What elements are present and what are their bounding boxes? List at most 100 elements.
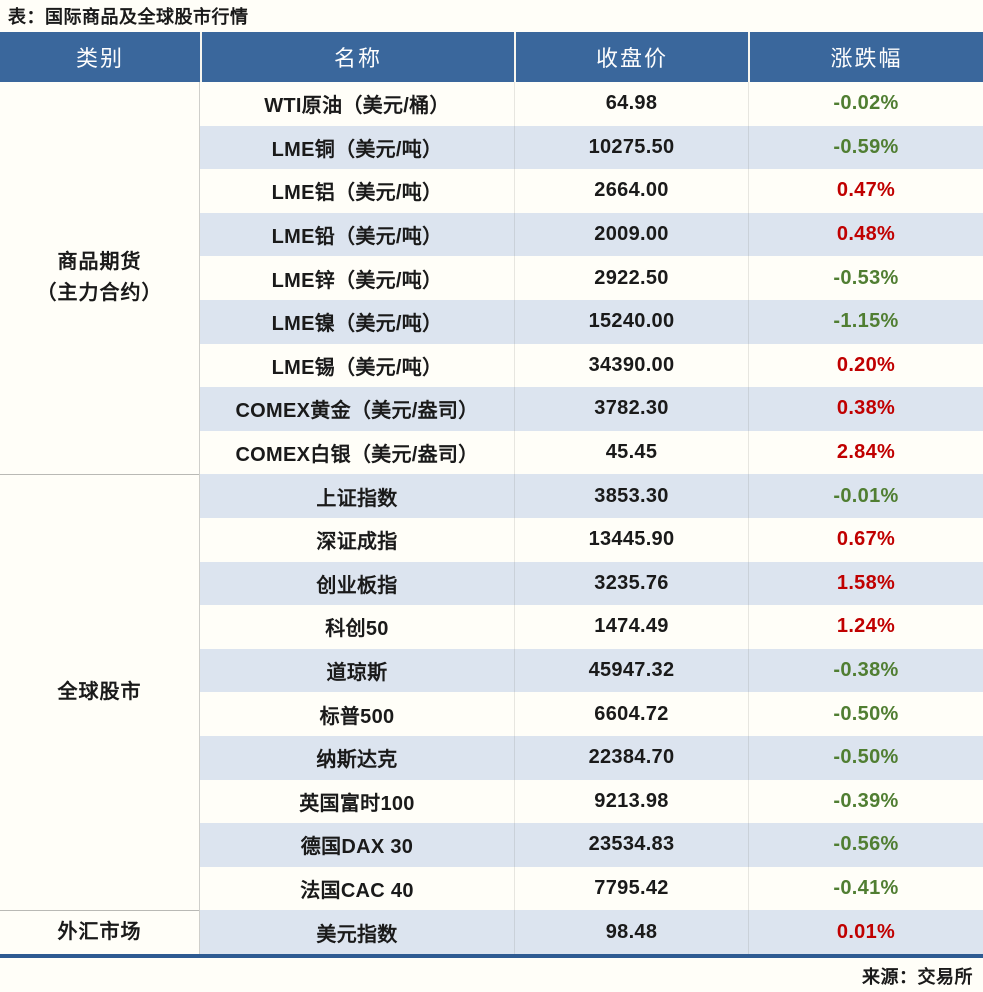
change-percent: 0.20% [748, 343, 983, 388]
page-title: 表：国际商品及全球股市行情 [8, 7, 249, 27]
closing-price: 6604.72 [514, 692, 748, 736]
instrument-name: 法国CAC 40 [300, 879, 414, 902]
closing-price: 10275.50 [514, 125, 748, 170]
category-cell: 外汇市场 [0, 910, 199, 954]
table-row: 法国CAC 40 7795.42 -0.41% [200, 866, 983, 911]
table-row: LME铅（美元/吨） 2009.00 0.48% [200, 212, 983, 257]
change-percent: 2.84% [748, 430, 983, 475]
table-row: 创业板指 3235.76 1.58% [200, 561, 983, 606]
change-percent: 1.24% [748, 605, 983, 649]
column-header-close: 收盘价 [514, 32, 748, 82]
change-percent: -0.59% [748, 125, 983, 170]
market-table: 类别 名称 收盘价 涨跌幅 商品期货 （主力合约） 全球股市外汇市场 WTI原油（美… [0, 32, 983, 958]
instrument-name: 标普500 [319, 705, 395, 728]
closing-price: 45947.32 [514, 648, 748, 693]
closing-price: 98.48 [514, 910, 748, 954]
change-percent: 0.48% [748, 212, 983, 257]
instrument-name: 创业板指 [316, 574, 398, 597]
change-percent: -0.01% [748, 474, 983, 518]
instrument-name: 深证成指 [316, 531, 398, 554]
category-cell: 商品期货 （主力合约） [0, 82, 199, 474]
instrument-name: 德国DAX 30 [300, 836, 414, 859]
instrument-name: LME铅（美元/吨） [271, 226, 443, 249]
instrument-name: LME锡（美元/吨） [271, 356, 443, 379]
category-label-line: （主力合约） [36, 282, 163, 305]
change-percent: -0.53% [748, 256, 983, 300]
table-row: LME锡（美元/吨） 34390.00 0.20% [200, 343, 983, 388]
closing-price: 2664.00 [514, 169, 748, 213]
instrument-name: LME铜（美元/吨） [271, 138, 443, 161]
change-percent: 0.67% [748, 517, 983, 562]
table-row: WTI原油（美元/桶） 64.98 -0.02% [200, 82, 983, 126]
instrument-name: 英国富时100 [299, 792, 415, 815]
instrument-name: 上证指数 [316, 487, 398, 510]
instrument-name: COMEX黄金（美元/盎司） [235, 400, 479, 423]
table-row: 英国富时100 9213.98 -0.39% [200, 779, 983, 824]
column-header-name: 名称 [200, 32, 514, 82]
table-body: 商品期货 （主力合约） 全球股市外汇市场 WTI原油（美元/桶） 64.98 -0.02… [0, 82, 983, 954]
instrument-name: 科创50 [325, 618, 389, 641]
change-percent: 0.38% [748, 387, 983, 431]
change-percent: -0.39% [748, 779, 983, 824]
closing-price: 1474.49 [514, 605, 748, 649]
change-percent: 0.47% [748, 169, 983, 213]
closing-price: 3853.30 [514, 474, 748, 518]
category-label-line: 外汇市场 [57, 921, 142, 944]
closing-price: 3782.30 [514, 387, 748, 431]
instrument-name: COMEX白银（美元/盎司） [235, 444, 479, 467]
change-percent: -0.56% [748, 823, 983, 867]
change-percent: -0.38% [748, 648, 983, 693]
table-row: 美元指数 98.48 0.01% [200, 910, 983, 954]
change-percent: 1.58% [748, 561, 983, 606]
instrument-name: LME镍（美元/吨） [271, 313, 443, 336]
table-row: 纳斯达克 22384.70 -0.50% [200, 735, 983, 780]
closing-price: 22384.70 [514, 735, 748, 780]
table-row: 上证指数 3853.30 -0.01% [200, 474, 983, 518]
closing-price: 2922.50 [514, 256, 748, 300]
change-percent: -0.50% [748, 735, 983, 780]
table-row: 深证成指 13445.90 0.67% [200, 517, 983, 562]
closing-price: 2009.00 [514, 212, 748, 257]
category-label-line: 商品期货 [57, 251, 142, 274]
change-percent: -0.02% [748, 82, 983, 126]
closing-price: 3235.76 [514, 561, 748, 606]
instrument-name: WTI原油（美元/桶） [264, 95, 450, 118]
instrument-name: LME锌（美元/吨） [271, 269, 443, 292]
closing-price: 23534.83 [514, 823, 748, 867]
closing-price: 13445.90 [514, 517, 748, 562]
category-column: 商品期货 （主力合约） 全球股市外汇市场 [0, 82, 200, 954]
closing-price: 7795.42 [514, 866, 748, 911]
table-row: LME镍（美元/吨） 15240.00 -1.15% [200, 299, 983, 344]
closing-price: 15240.00 [514, 299, 748, 344]
table-row: 道琼斯 45947.32 -0.38% [200, 648, 983, 693]
table-row: 德国DAX 30 23534.83 -0.56% [200, 823, 983, 867]
change-percent: -0.41% [748, 866, 983, 911]
table-bottom-border [0, 953, 983, 958]
table-rows: WTI原油（美元/桶） 64.98 -0.02% LME铜（美元/吨） 10275.50… [200, 82, 983, 954]
column-header-change: 涨跌幅 [748, 32, 983, 82]
closing-price: 45.45 [514, 430, 748, 475]
change-percent: -1.15% [748, 299, 983, 344]
closing-price: 34390.00 [514, 343, 748, 388]
table-row: 标普500 6604.72 -0.50% [200, 692, 983, 736]
instrument-name: 美元指数 [316, 923, 398, 946]
table-row: COMEX黄金（美元/盎司） 3782.30 0.38% [200, 387, 983, 431]
category-label-line: 全球股市 [57, 681, 142, 704]
column-header-category: 类别 [75, 46, 124, 71]
instrument-name: LME铝（美元/吨） [271, 182, 443, 205]
source-note: 来源：交易所 [862, 966, 973, 987]
table-row: LME铜（美元/吨） 10275.50 -0.59% [200, 125, 983, 170]
table-header-row: 类别 名称 收盘价 涨跌幅 [0, 32, 983, 82]
change-percent: 0.01% [748, 910, 983, 954]
table-row: LME锌（美元/吨） 2922.50 -0.53% [200, 256, 983, 300]
closing-price: 64.98 [514, 82, 748, 126]
table-row: LME铝（美元/吨） 2664.00 0.47% [200, 169, 983, 213]
table-row: COMEX白银（美元/盎司） 45.45 2.84% [200, 430, 983, 475]
table-row: 科创50 1474.49 1.24% [200, 605, 983, 649]
instrument-name: 道琼斯 [326, 662, 388, 685]
closing-price: 9213.98 [514, 779, 748, 824]
category-cell: 全球股市 [0, 474, 199, 910]
change-percent: -0.50% [748, 692, 983, 736]
instrument-name: 纳斯达克 [316, 749, 398, 772]
